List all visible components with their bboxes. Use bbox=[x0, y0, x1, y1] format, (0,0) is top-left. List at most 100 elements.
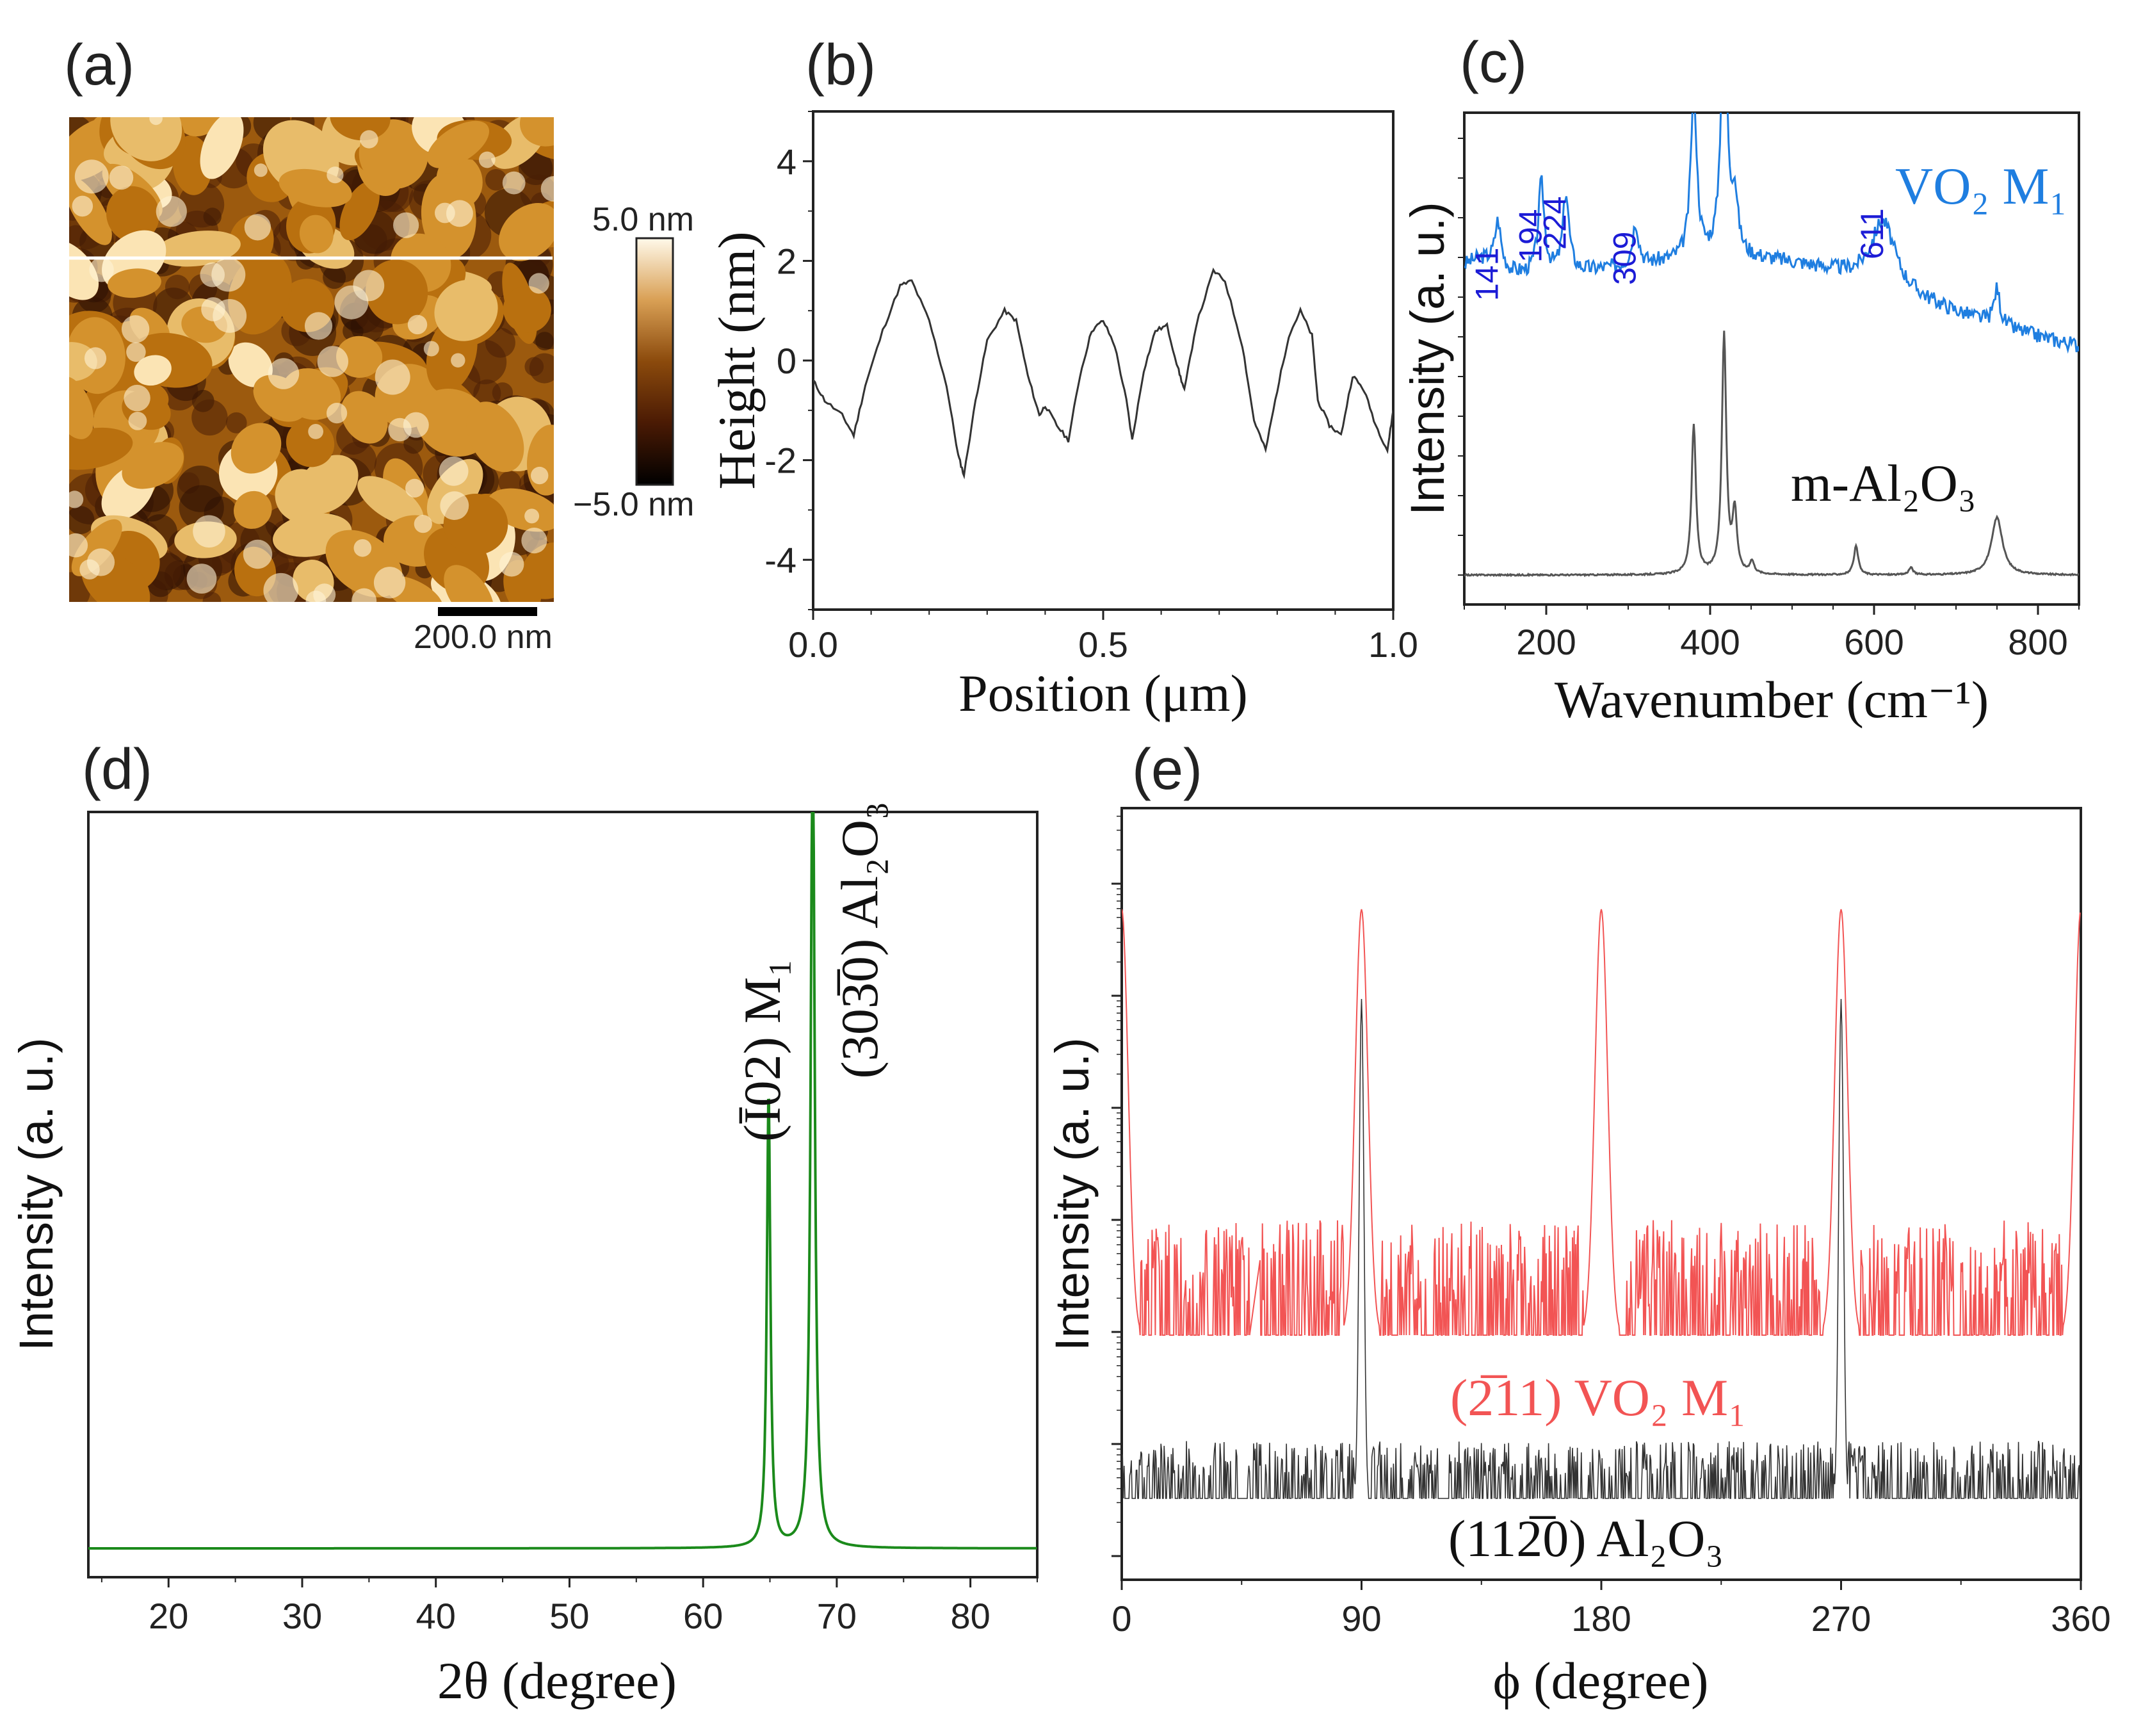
afm-grain bbox=[228, 342, 273, 387]
xrd-peak-label-m1: (Ī02) M₁ bbox=[733, 959, 791, 1142]
afm-grain-highlight bbox=[317, 346, 348, 377]
afm-grain-highlight bbox=[200, 262, 225, 288]
afm-grain-highlight bbox=[528, 273, 549, 294]
afm-grain-highlight bbox=[304, 312, 333, 340]
x-tick-label: 20 bbox=[149, 1596, 188, 1636]
raman-peak-label: 194 bbox=[1512, 209, 1548, 263]
x-tick-label: 180 bbox=[1571, 1598, 1631, 1639]
afm-grain-highlight bbox=[254, 163, 268, 177]
afm-grain-highlight bbox=[352, 588, 377, 602]
x-tick-label: 270 bbox=[1811, 1598, 1871, 1639]
colorbar-min-label: −5.0 nm bbox=[573, 486, 694, 523]
afm-grain-highlight bbox=[193, 515, 225, 548]
afm-valley bbox=[485, 169, 507, 191]
colorbar-max-label: 5.0 nm bbox=[592, 201, 694, 238]
afm-grain-highlight bbox=[126, 342, 146, 362]
afm-grain-highlight bbox=[414, 515, 432, 533]
xrd-frame bbox=[87, 811, 1039, 1578]
afm-grain-highlight bbox=[201, 297, 225, 321]
x-tick-label: 1.0 bbox=[1368, 624, 1418, 665]
xrd-xlabel: 2θ (degree) bbox=[437, 1651, 677, 1710]
x-tick-label: 40 bbox=[416, 1596, 456, 1636]
afm-grain bbox=[357, 476, 424, 526]
afm-grain bbox=[253, 375, 307, 422]
afm-grain bbox=[519, 117, 554, 147]
afm-grain-highlight bbox=[72, 195, 93, 217]
afm-grain bbox=[122, 442, 184, 489]
afm-grain bbox=[234, 491, 272, 529]
afm-grain bbox=[69, 376, 94, 439]
x-tick-label: 90 bbox=[1341, 1598, 1381, 1639]
x-tick-label: 0 bbox=[1111, 1598, 1131, 1639]
afm-grain bbox=[503, 286, 551, 333]
afm-valley bbox=[535, 332, 554, 351]
y-tick-label: 2 bbox=[777, 241, 796, 281]
x-tick-label: 60 bbox=[683, 1596, 723, 1636]
raman-xlabel: Wavenumber (cm⁻¹) bbox=[1555, 670, 1989, 729]
afm-grain-highlight bbox=[405, 478, 424, 498]
afm-grain bbox=[336, 336, 383, 378]
afm-grain bbox=[110, 117, 182, 161]
afm-grain-highlight bbox=[540, 176, 554, 202]
afm-grain-highlight bbox=[435, 202, 455, 223]
afm-grain bbox=[330, 117, 391, 141]
phi-vo2-line bbox=[1122, 909, 2081, 1336]
afm-grain-highlight bbox=[388, 418, 412, 442]
height-profile-line bbox=[813, 267, 1393, 480]
raman-frame bbox=[1463, 111, 2080, 606]
x-tick-label: 80 bbox=[950, 1596, 990, 1636]
afm-grain bbox=[434, 279, 498, 341]
raman-series-label-vo2: VO₂ M₁ bbox=[1895, 157, 2067, 215]
afm-valley bbox=[485, 327, 515, 358]
raman-peak-label: 611 bbox=[1854, 208, 1890, 259]
raman-al2o3-line bbox=[1464, 330, 2079, 578]
afm-grain-highlight bbox=[524, 508, 540, 524]
afm-grain bbox=[466, 402, 524, 473]
scale-bar-label: 200.0 nm bbox=[414, 619, 553, 656]
afm-grains bbox=[69, 117, 554, 602]
afm-valley bbox=[498, 471, 521, 494]
panel-b-label: (b) bbox=[805, 33, 876, 97]
afm-grain-highlight bbox=[263, 572, 298, 602]
x-tick-label: 0.5 bbox=[1078, 624, 1128, 665]
afm-grain-highlight bbox=[353, 539, 372, 557]
xrd-ylabel: Intensity (a. u.) bbox=[10, 1037, 63, 1351]
height-profile-ylabel: Height (nm) bbox=[707, 231, 766, 489]
afm-grain-highlight bbox=[308, 424, 323, 439]
afm-grain-highlight bbox=[334, 285, 369, 320]
panel-c-label: (c) bbox=[1460, 31, 1527, 95]
afm-grain-highlight bbox=[478, 151, 496, 168]
x-tick-label: 50 bbox=[549, 1596, 589, 1636]
afm-grain bbox=[339, 181, 380, 241]
raman-peak-label: 309 bbox=[1607, 232, 1643, 285]
afm-grain bbox=[275, 469, 328, 523]
phi-al2o3-line bbox=[1122, 998, 2081, 1499]
afm-grain bbox=[427, 120, 489, 168]
y-tick-label: -4 bbox=[764, 540, 796, 580]
afm-grain-highlight bbox=[86, 548, 115, 576]
afm-grain-highlight bbox=[313, 583, 336, 602]
afm-grain bbox=[365, 259, 428, 325]
xrd-line bbox=[88, 812, 1037, 1550]
afm-grain bbox=[69, 342, 97, 382]
afm-map bbox=[69, 117, 554, 602]
afm-grain-highlight bbox=[69, 491, 84, 508]
afm-grain-highlight bbox=[440, 491, 469, 520]
xrd-peak-label-al2o3: (303̅0) Al₂O₃ bbox=[830, 802, 889, 1079]
afm-grain-highlight bbox=[327, 166, 344, 184]
afm-grain bbox=[134, 355, 172, 386]
afm-grain-highlight bbox=[69, 533, 88, 558]
panel-a-label: (a) bbox=[64, 33, 134, 97]
afm-grain-highlight bbox=[109, 165, 134, 190]
afm-grain-highlight bbox=[423, 341, 439, 357]
afm-grain-highlight bbox=[373, 567, 406, 599]
phi-xlabel: ϕ (degree) bbox=[1493, 1651, 1709, 1710]
afm-grain bbox=[69, 239, 99, 300]
afm-grain bbox=[230, 423, 282, 474]
afm-valley bbox=[69, 506, 95, 535]
afm-grain-highlight bbox=[521, 528, 547, 554]
afm-grain-highlight bbox=[502, 171, 526, 195]
y-tick-label: -2 bbox=[764, 441, 796, 481]
